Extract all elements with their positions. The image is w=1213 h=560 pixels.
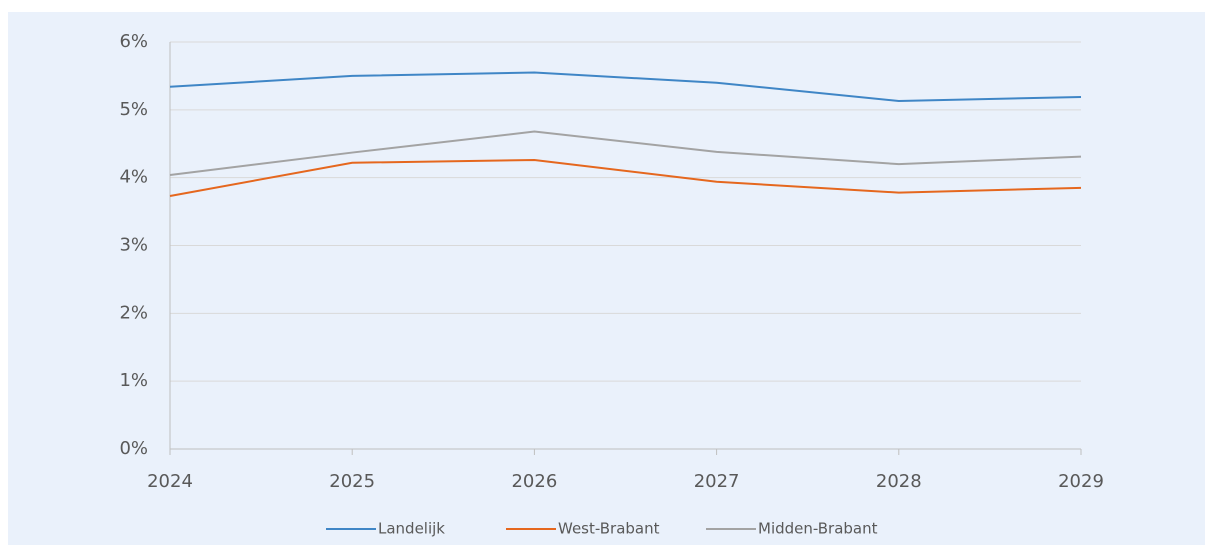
chart-background [8,12,1205,545]
y-tick-label: 0% [119,438,148,459]
y-tick-label: 5% [119,99,148,120]
legend-label: West-Brabant [558,520,660,538]
y-tick-label: 3% [119,235,148,256]
x-tick-label: 2028 [876,471,922,492]
x-tick-label: 2025 [329,471,375,492]
legend-label: Landelijk [378,520,445,538]
x-tick-label: 2026 [511,471,557,492]
series-line [169,130,1082,176]
y-tick-label: 1% [119,370,148,391]
x-tick-label: 2029 [1058,471,1104,492]
y-tick-label: 2% [119,302,148,323]
legend-label: Midden-Brabant [758,520,878,538]
series-line [169,159,1082,197]
y-tick-label: 6% [119,31,148,52]
x-tick-label: 2027 [694,471,740,492]
series-line [169,71,1082,103]
y-tick-label: 4% [119,167,148,188]
x-tick-label: 2024 [147,471,193,492]
